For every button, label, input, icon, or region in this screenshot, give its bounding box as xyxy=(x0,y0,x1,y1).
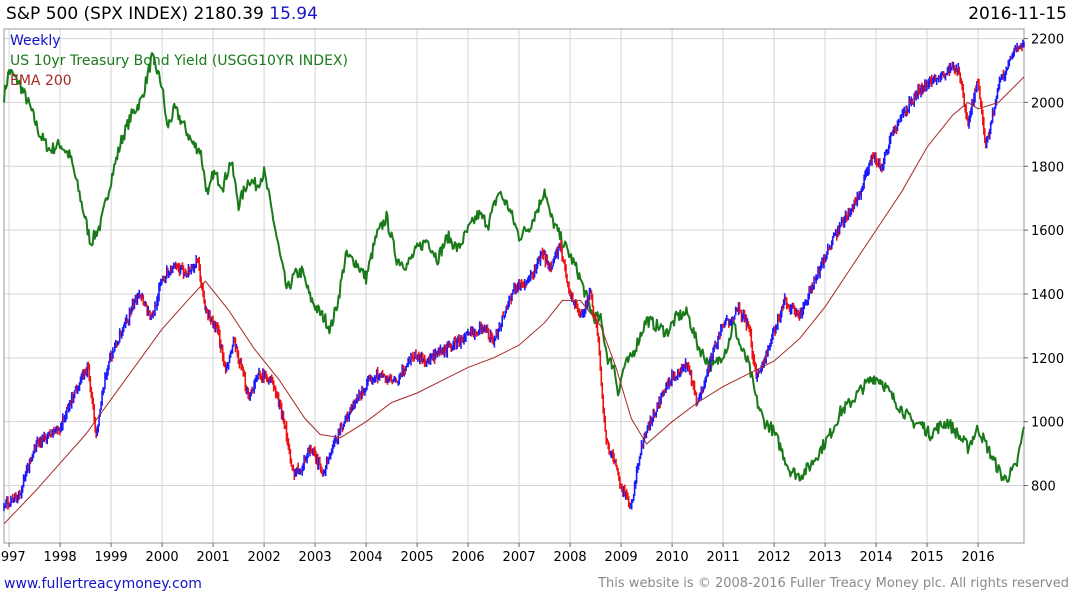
x-tick-label-1997: 1997 xyxy=(0,550,26,565)
chart-canvas: 1997 1998 1999 2000 2001 2002 2003 2004 2005 2006… xyxy=(0,28,1064,565)
y-axis: 800 1000 1200 1400 1600 1800 2000 2200 xyxy=(1024,33,1064,495)
x-tick-label-1999: 1999 xyxy=(95,550,128,565)
last-price: 2180.39 xyxy=(193,4,264,24)
grid xyxy=(4,29,1024,543)
x-tick-label-2016: 2016 xyxy=(962,550,995,565)
y-tick-label-1400: 1400 xyxy=(1031,288,1064,303)
legend-ema: EMA 200 xyxy=(10,73,72,89)
x-tick-label-2014: 2014 xyxy=(860,550,893,565)
x-tick-label-2007: 2007 xyxy=(503,550,536,565)
x-tick-label-2015: 2015 xyxy=(911,550,944,565)
yield-layer xyxy=(3,52,1025,483)
x-tick-label-2005: 2005 xyxy=(401,550,434,565)
x-tick-label-2013: 2013 xyxy=(809,550,842,565)
yield-line xyxy=(3,52,1025,483)
y-tick-label-2000: 2000 xyxy=(1031,96,1064,111)
x-tick-label-2011: 2011 xyxy=(707,550,740,565)
y-tick-label-1800: 1800 xyxy=(1031,160,1064,175)
price-change: 15.94 xyxy=(269,4,318,24)
x-tick-label-1998: 1998 xyxy=(44,550,77,565)
chart-date: 2016-11-15 xyxy=(968,4,1067,24)
x-tick-label-2003: 2003 xyxy=(299,550,332,565)
x-tick-label-2008: 2008 xyxy=(554,550,587,565)
title-text: S&P 500 (SPX INDEX) xyxy=(6,4,189,24)
plot-frame xyxy=(3,28,1025,544)
y-tick-label-800: 800 xyxy=(1031,480,1056,495)
x-tick-label-2012: 2012 xyxy=(758,550,791,565)
legend-yield: US 10yr Treasury Bond Yield (USGG10YR IN… xyxy=(10,53,348,69)
x-tick-label-2001: 2001 xyxy=(197,550,230,565)
x-tick-label-2010: 2010 xyxy=(656,550,689,565)
x-tick-label-2002: 2002 xyxy=(248,550,281,565)
legend-weekly: Weekly xyxy=(10,33,61,49)
x-tick-label-2000: 2000 xyxy=(146,550,179,565)
y-tick-label-1000: 1000 xyxy=(1031,416,1064,431)
copyright-text: This website is © 2008-2016 Fuller Treac… xyxy=(598,576,1069,591)
y-tick-label-2200: 2200 xyxy=(1031,33,1064,48)
ema-layer xyxy=(3,76,1025,525)
x-tick-label-2006: 2006 xyxy=(452,550,485,565)
y-tick-label-1600: 1600 xyxy=(1031,224,1064,239)
x-tick-label-2004: 2004 xyxy=(350,550,383,565)
x-axis: 1997 1998 1999 2000 2001 2002 2003 2004 2005 2006… xyxy=(0,543,995,565)
ema-line xyxy=(3,76,1025,525)
legend: Weekly US 10yr Treasury Bond Yield (USGG… xyxy=(10,33,348,89)
chart-title: S&P 500 (SPX INDEX) 2180.39 15.94 xyxy=(6,4,318,24)
price-bars-layer xyxy=(3,39,1025,512)
site-link[interactable]: www.fullertreacymoney.com xyxy=(4,576,202,592)
x-tick-label-2009: 2009 xyxy=(605,550,638,565)
y-tick-label-1200: 1200 xyxy=(1031,352,1064,367)
